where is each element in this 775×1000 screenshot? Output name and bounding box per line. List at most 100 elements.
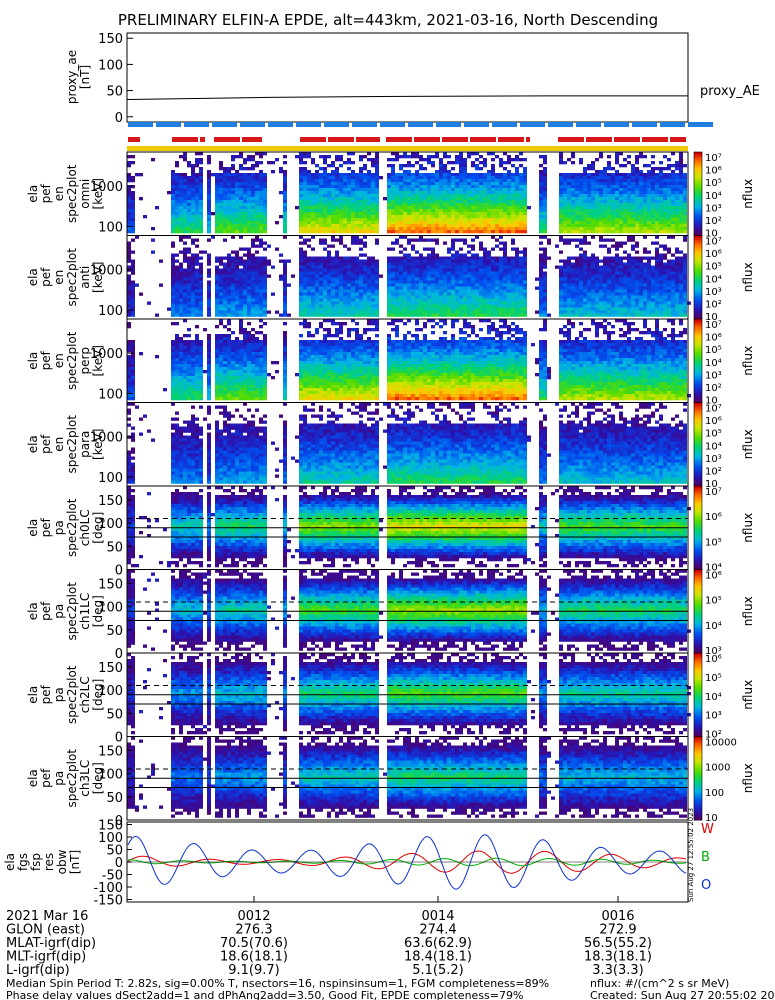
spec-cell [371,194,375,197]
status-blue-segment [128,122,153,127]
spec-cell [491,221,495,224]
spec-cell [215,188,219,191]
spec-cell [435,170,439,173]
spec-cell [311,194,315,197]
spec-cell [443,215,447,218]
spec-cell [439,224,443,227]
spec-cell [223,209,227,212]
spec-cell [495,215,499,218]
spec-cell [339,185,343,188]
spec-cell [247,173,251,176]
spec-cell [191,194,195,197]
spec-cell [127,179,131,182]
spec-cell [355,185,359,188]
spec-cell [407,197,411,200]
spec-cell [455,224,459,227]
spec-cell [443,209,447,212]
spec-cell [219,218,223,221]
spec-cell [471,221,475,224]
spec-cell [207,158,211,161]
spec-cell [387,191,391,194]
spec-cell [391,197,395,200]
spec-cell [307,212,311,215]
spec-cell [459,203,463,206]
spec-cell [255,197,259,200]
spec-cell [419,200,423,203]
spec-cell [343,188,347,191]
spec-cell [343,227,347,230]
status-blue-segment [520,122,545,127]
spec-cell [475,197,479,200]
status-red-segment [328,137,354,142]
spec-cell [451,176,455,179]
spec-cell [199,212,203,215]
spec-cell [503,200,507,203]
spec-cell [503,185,507,188]
spec-cell [355,209,359,212]
spec-cell [435,155,439,158]
spec-cell [191,221,195,224]
spec-cell [195,164,199,167]
spec-cell [239,167,243,170]
spec-cell [171,209,175,212]
spec-cell [399,218,403,221]
spec-cell [339,200,343,203]
spec-cell [243,194,247,197]
status-blue-segment [464,122,489,127]
spec-cell [263,182,267,185]
spec-cell [391,179,395,182]
spec-cell [459,218,463,221]
spec-cell [447,206,451,209]
spec-cell [435,191,439,194]
spec-cell [419,209,423,212]
spec-cell [219,194,223,197]
spec-cell [227,203,231,206]
spec-cell [307,182,311,185]
spec-cell [311,227,315,230]
spec-cell [215,176,219,179]
spec-cell [359,206,363,209]
spec-cell [323,167,327,170]
spec-cell [335,167,339,170]
spec-cell [347,230,351,233]
spec-cell [443,200,447,203]
spec-cell [399,182,403,185]
spec-cell [183,179,187,182]
spec-cell [343,212,347,215]
spec-cell [375,179,379,182]
spec-cell [351,194,355,197]
spec-cell [311,200,315,203]
spec-cell [423,218,427,221]
spec-cell [475,206,479,209]
spec-cell [219,164,223,167]
spec-cell [471,212,475,215]
spec-cell [507,200,511,203]
spec-cell [283,206,287,209]
spec-cell [443,221,447,224]
spec-cell [255,230,259,233]
spec-cell [447,173,451,176]
spec-cell [323,212,327,215]
spec-cell [223,173,227,176]
spec-cell [375,173,379,176]
spec-cell [351,203,355,206]
spec-cell [127,230,131,233]
spec-cell [195,161,199,164]
spec-cell [399,227,403,230]
spec-cell [303,227,307,230]
spec-cell [347,188,351,191]
spec-cell [451,167,455,170]
spec-cell [175,203,179,206]
spec-cell [223,167,227,170]
spec-cell [507,194,511,197]
spec-cell [179,173,183,176]
spec-cell [131,191,135,194]
spec-cell [435,173,439,176]
spec-cell [391,185,395,188]
spec-cell [343,185,347,188]
spec-cell [239,191,243,194]
spec-cell [331,224,335,227]
spec-cell [419,203,423,206]
spec-cell [451,218,455,221]
spec-cell [483,218,487,221]
